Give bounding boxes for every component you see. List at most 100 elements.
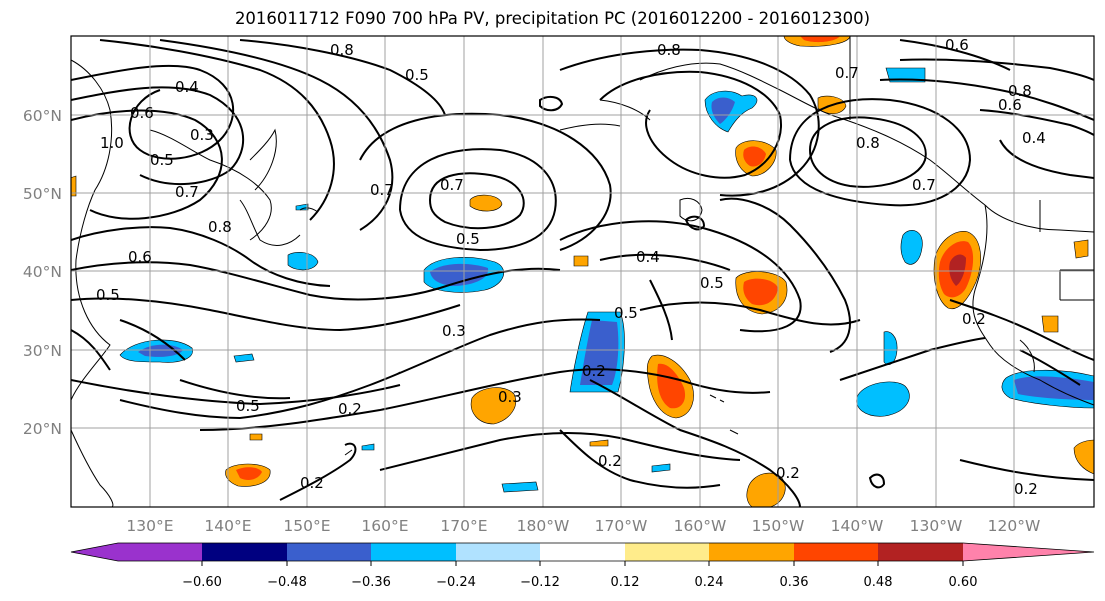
pos-blob-mx [1073,439,1094,475]
coastlines [71,36,1094,507]
contour-label: 0.2 [1014,480,1038,498]
colorbar: −0.60 −0.48 −0.36 −0.24 −0.12 0.12 0.24 … [70,542,1095,590]
contour-label: 0.5 [96,286,120,304]
contour-label: 0.4 [1022,129,1046,147]
contour-label: 0.4 [175,78,199,96]
colorbar-swatch [456,543,540,561]
neg-blob-small-c [651,463,671,473]
contour-label: 0.7 [912,176,936,194]
contour-label: 0.5 [150,151,174,169]
gridlines [71,36,1094,507]
colorbar-tick-label: −0.12 [520,575,560,590]
contour-label: 0.4 [636,248,660,266]
contour-label: 0.2 [300,474,324,492]
contour-label: 0.8 [208,218,232,236]
contour-label: 0.6 [998,96,1022,114]
colorbar-swatch [371,543,456,561]
lon-tick-label: 160°W [674,517,727,535]
pos-blob-160e [225,463,271,487]
lon-tick-label: 130°W [910,517,963,535]
contour-label: 0.8 [1008,82,1032,100]
lon-tick-label: 170°W [595,517,648,535]
contour-label: 0.6 [128,248,152,266]
lat-tick-label: 30°N [23,342,62,360]
lat-tick-label: 40°N [23,263,62,281]
colorbar-under-arrow [71,543,118,561]
contour-label: 0.6 [945,36,969,54]
contour-label: 0.5 [456,230,480,248]
colorbar-tick-label: −0.60 [182,575,222,590]
neg-blob-small-d [361,443,375,451]
contour-label: 0.3 [498,388,522,406]
contour-label: 0.2 [962,310,986,328]
colorbar-tick-label: 0.36 [780,575,809,590]
pos-blob-160w [646,354,694,419]
contour-label: 0.2 [582,362,606,380]
colorbar-swatch [202,543,287,561]
contour-label: 0.8 [330,41,354,59]
neg-blob-japan [287,252,319,271]
lon-tick-label: 150°E [283,517,330,535]
pos-blob-150w [735,271,788,315]
contour-label: 0.7 [370,181,394,199]
colorbar-swatch [287,543,371,561]
colorbar-swatch [118,543,202,561]
pos-blob-bottom [746,472,786,507]
colorbar-swatch [540,543,625,561]
contour-label: 0.5 [405,66,429,84]
contour-label: 0.6 [130,104,154,122]
lat-tick-label: 20°N [23,420,62,438]
pos-blob-ca-b [1073,239,1089,259]
contour-label: 0.8 [856,134,880,152]
lon-tick-label: 180°W [517,517,570,535]
contour-label: 0.2 [598,452,622,470]
colorbar-tick-label: −0.48 [267,575,307,590]
colorbar-over-arrow [963,543,1094,561]
colorbar-swatch [794,543,878,561]
contour-label: 0.7 [440,176,464,194]
contour-label: 0.3 [442,322,466,340]
colorbar-swatch [625,543,709,561]
lon-tick-label: 150°W [752,517,805,535]
pos-blob-small-b [589,439,609,447]
lat-tick-label: 50°N [23,185,62,203]
colorbar-tick-label: −0.24 [436,575,476,590]
colorbar-tick-label: −0.36 [351,575,391,590]
colorbar-swatch [878,543,963,561]
neg-blob-small-b [501,481,539,493]
contour-label: 0.5 [236,397,260,415]
pos-blob-175e [470,387,516,425]
pos-blob-wa-coast [933,231,981,310]
lon-tick-label: 120°W [988,517,1041,535]
neg-blob-alaska [704,90,758,133]
contour-label: 1.0 [100,134,124,152]
contour-label: 0.5 [614,304,638,322]
neg-blob-135w [900,230,923,265]
pos-blob-small-c [249,433,263,441]
lon-tick-label: 160°E [361,517,408,535]
colorbar-tick-label: 0.60 [949,575,978,590]
contour-label: 0.2 [338,400,362,418]
colorbar-tick-label: 0.12 [611,575,640,590]
pos-blob-ca-a [1041,315,1059,333]
neg-blob-gulf [885,67,926,83]
pos-blob-alaska-se [735,140,777,177]
colorbar-swatch [709,543,794,561]
pos-blob-top [783,36,851,47]
contour-label: 0.8 [657,41,681,59]
neg-blob-small-a [233,353,255,363]
neg-blob-140w-20n [856,381,910,417]
map-frame [70,35,1095,508]
colorbar-tick-label: 0.48 [864,575,893,590]
plot-title: 2016011712 F090 700 hPa PV, precipitatio… [234,9,871,28]
pos-blob-50n [469,194,503,212]
pos-blob-edge [71,175,77,197]
lon-tick-label: 140°W [831,517,884,535]
contour-label: 0.7 [835,64,859,82]
lat-tick-label: 60°N [23,107,62,125]
pv-contours [71,39,1094,507]
contour-label: 0.7 [175,183,199,201]
lon-tick-label: 170°E [440,517,487,535]
lon-tick-label: 140°E [204,517,251,535]
